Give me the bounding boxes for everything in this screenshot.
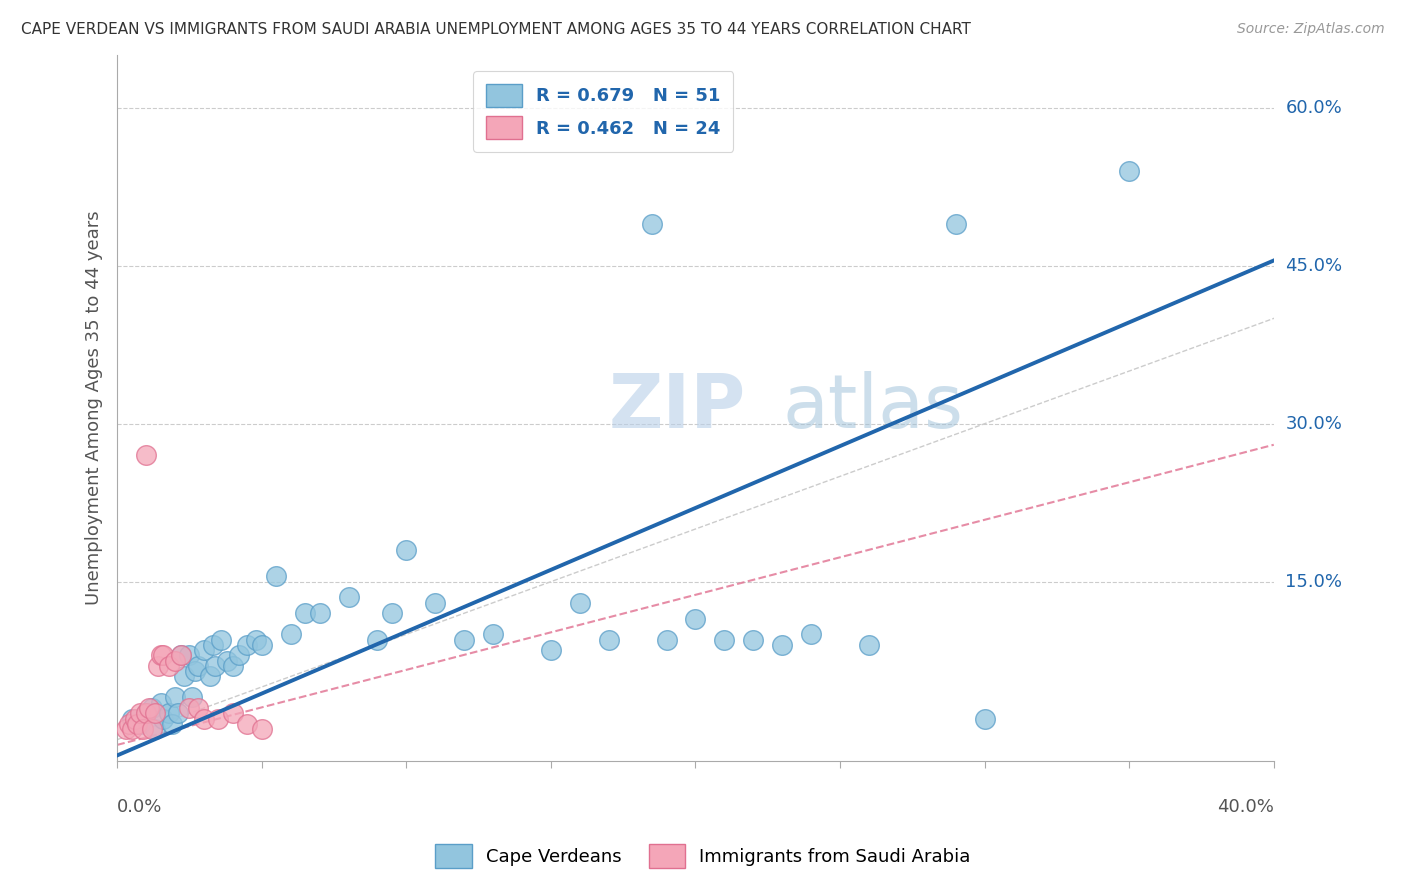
Legend: Cape Verdeans, Immigrants from Saudi Arabia: Cape Verdeans, Immigrants from Saudi Ara…	[425, 834, 981, 879]
Text: atlas: atlas	[782, 371, 963, 444]
Point	[121, 712, 143, 726]
Point	[685, 611, 707, 625]
Point	[207, 712, 229, 726]
Point	[222, 659, 245, 673]
Text: 15.0%: 15.0%	[1285, 573, 1343, 591]
Point	[143, 722, 166, 736]
Point	[453, 632, 475, 647]
Point	[143, 706, 166, 721]
Point	[193, 643, 215, 657]
Point	[308, 607, 330, 621]
Point	[655, 632, 678, 647]
Text: 40.0%: 40.0%	[1218, 797, 1274, 815]
Point	[127, 716, 149, 731]
Point	[425, 596, 447, 610]
Point	[170, 648, 193, 663]
Point	[193, 712, 215, 726]
Point	[337, 591, 360, 605]
Point	[187, 659, 209, 673]
Point	[124, 712, 146, 726]
Point	[236, 638, 259, 652]
Point	[118, 716, 141, 731]
Point	[167, 706, 190, 721]
Point	[141, 701, 163, 715]
Point	[250, 722, 273, 736]
Point	[160, 716, 183, 731]
Text: 30.0%: 30.0%	[1285, 415, 1343, 433]
Point	[179, 701, 201, 715]
Point	[540, 643, 562, 657]
Point	[170, 648, 193, 663]
Point	[198, 669, 221, 683]
Point	[482, 627, 505, 641]
Point	[713, 632, 735, 647]
Point	[138, 701, 160, 715]
Point	[395, 543, 418, 558]
Point	[598, 632, 620, 647]
Point	[222, 706, 245, 721]
Point	[973, 712, 995, 726]
Point	[163, 690, 186, 705]
Point	[245, 632, 267, 647]
Point	[641, 217, 664, 231]
Point	[135, 448, 157, 462]
Point	[129, 706, 152, 721]
Point	[152, 648, 174, 663]
Point	[236, 716, 259, 731]
Text: Source: ZipAtlas.com: Source: ZipAtlas.com	[1237, 22, 1385, 37]
Point	[152, 712, 174, 726]
Point	[135, 706, 157, 721]
Point	[264, 569, 287, 583]
Point	[215, 654, 238, 668]
Point	[209, 632, 232, 647]
Point	[146, 659, 169, 673]
Point	[1118, 164, 1140, 178]
Text: 60.0%: 60.0%	[1285, 99, 1343, 117]
Point	[173, 669, 195, 683]
Point	[181, 690, 204, 705]
Point	[800, 627, 823, 641]
Point	[115, 722, 138, 736]
Point	[129, 716, 152, 731]
Text: CAPE VERDEAN VS IMMIGRANTS FROM SAUDI ARABIA UNEMPLOYMENT AMONG AGES 35 TO 44 YE: CAPE VERDEAN VS IMMIGRANTS FROM SAUDI AR…	[21, 22, 972, 37]
Point	[568, 596, 591, 610]
Point	[280, 627, 302, 641]
Point	[179, 648, 201, 663]
Point	[157, 706, 180, 721]
Point	[184, 664, 207, 678]
Point	[132, 722, 155, 736]
Point	[742, 632, 765, 647]
Point	[149, 648, 172, 663]
Point	[135, 706, 157, 721]
Point	[187, 701, 209, 715]
Legend: R = 0.679   N = 51, R = 0.462   N = 24: R = 0.679 N = 51, R = 0.462 N = 24	[474, 71, 734, 152]
Text: 45.0%: 45.0%	[1285, 257, 1343, 275]
Point	[770, 638, 793, 652]
Point	[858, 638, 880, 652]
Text: ZIP: ZIP	[609, 371, 747, 444]
Point	[201, 638, 224, 652]
Point	[250, 638, 273, 652]
Point	[141, 722, 163, 736]
Point	[149, 696, 172, 710]
Point	[121, 722, 143, 736]
Text: 0.0%: 0.0%	[117, 797, 163, 815]
Point	[157, 659, 180, 673]
Point	[228, 648, 250, 663]
Y-axis label: Unemployment Among Ages 35 to 44 years: Unemployment Among Ages 35 to 44 years	[86, 211, 103, 606]
Point	[294, 607, 316, 621]
Point	[945, 217, 967, 231]
Point	[366, 632, 388, 647]
Point	[204, 659, 226, 673]
Point	[163, 654, 186, 668]
Point	[381, 607, 404, 621]
